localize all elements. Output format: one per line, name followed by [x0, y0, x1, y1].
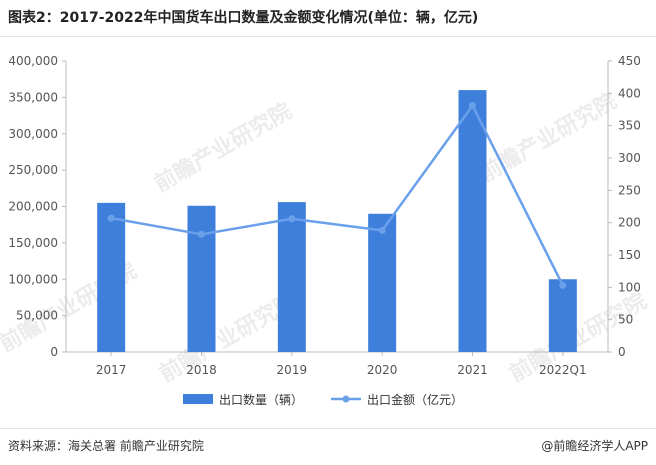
line-point-2018	[198, 230, 205, 238]
right-tick-label: 450	[618, 54, 641, 68]
right-tick-label: 100	[618, 280, 641, 294]
footer-divider	[0, 428, 656, 429]
line-point-2021	[469, 102, 476, 110]
right-tick-label: 350	[618, 119, 641, 133]
left-tick-label: 0	[50, 345, 58, 359]
bar-2021	[458, 90, 487, 352]
x-tick-label: 2018	[186, 363, 217, 377]
left-tick-label: 250,000	[8, 163, 58, 177]
right-tick-label: 250	[618, 183, 641, 197]
right-tick-label: 150	[618, 248, 641, 262]
line-point-2020	[378, 226, 386, 234]
chart-svg: 0 50,000 100,000 150,000 200,000 250,000 300,0…	[8, 54, 641, 407]
brand-note: @前瞻经济学人APP	[541, 439, 648, 453]
left-tick-label: 350,000	[8, 90, 58, 104]
x-tick-label: 2020	[367, 363, 398, 377]
bar-2020	[368, 213, 397, 352]
bar-2022Q1	[548, 279, 577, 352]
x-tick-label: 2019	[277, 363, 308, 377]
line-point-2019	[288, 215, 296, 223]
legend-swatch-marker	[342, 395, 350, 403]
left-tick-label: 400,000	[8, 54, 58, 68]
source-note: 资料来源：海关总署 前瞻产业研究院	[8, 439, 204, 453]
x-tick-label: 2017	[96, 363, 127, 377]
bar-2017	[97, 202, 126, 352]
x-tick-label: 2022Q1	[539, 363, 587, 377]
right-tick-label: 400	[618, 86, 641, 100]
x-tick-label: 2021	[457, 363, 488, 377]
line-series-amount	[110, 104, 564, 286]
legend-label-line: 出口金额（亿元）	[367, 392, 463, 407]
bar-2018	[187, 205, 216, 352]
right-tick-label: 300	[618, 151, 641, 165]
left-tick-label: 100,000	[8, 272, 58, 286]
right-tick-label: 50	[618, 313, 633, 327]
bar-2019	[277, 202, 306, 352]
line-point-2022Q1	[559, 281, 567, 289]
chart-frame	[0, 36, 656, 427]
left-tick-label: 50,000	[16, 309, 58, 323]
right-tick-label: 200	[618, 216, 641, 230]
right-tick-label: 0	[618, 345, 626, 359]
legend-swatch-bar	[183, 394, 213, 404]
chart-title: 图表2：2017-2022年中国货车出口数量及金额变化情况(单位：辆，亿元)	[8, 10, 479, 26]
legend-label-bar: 出口数量（辆）	[219, 392, 303, 407]
left-tick-label: 200,000	[8, 200, 58, 214]
left-tick-label: 300,000	[8, 127, 58, 141]
line-point-2017	[107, 214, 115, 222]
left-tick-label: 150,000	[8, 236, 58, 250]
